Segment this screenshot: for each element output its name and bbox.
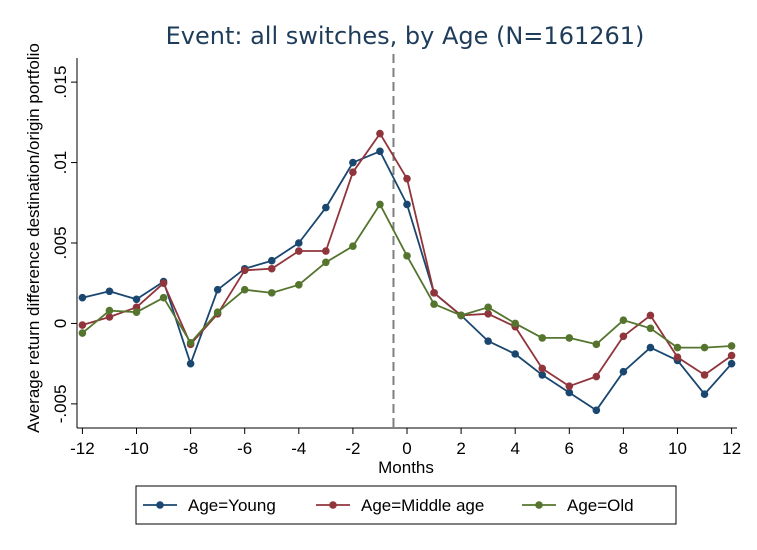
data-point <box>646 324 655 333</box>
legend-label: Age=Middle age <box>361 496 484 515</box>
data-point <box>538 364 547 373</box>
x-tick-label: -4 <box>291 439 306 458</box>
data-point <box>132 308 141 316</box>
data-point <box>213 285 222 294</box>
legend-label: Age=Old <box>567 496 634 515</box>
data-point <box>538 371 547 379</box>
data-point <box>538 334 547 342</box>
data-point <box>619 367 628 376</box>
y-axis-label: Average return difference destination/or… <box>24 43 43 433</box>
x-tick-label: 6 <box>565 439 574 458</box>
data-point <box>240 285 249 294</box>
data-point <box>565 388 574 397</box>
data-point <box>592 372 601 381</box>
data-point <box>727 351 736 360</box>
x-tick-label: 12 <box>722 439 741 458</box>
x-tick-label: 4 <box>510 439 519 458</box>
data-point <box>349 168 357 177</box>
legend-swatch-marker <box>156 501 164 509</box>
x-tick-label: -2 <box>345 439 360 458</box>
data-point <box>484 309 492 318</box>
data-point <box>267 264 276 273</box>
data-point <box>403 174 411 183</box>
y-tick-label: .005 <box>51 226 70 259</box>
data-point <box>511 350 519 358</box>
data-point <box>484 303 492 312</box>
data-point <box>619 316 628 325</box>
data-point <box>511 319 519 328</box>
x-tick-label: 2 <box>456 439 465 458</box>
data-point <box>565 334 574 342</box>
x-tick-label: 8 <box>619 439 628 458</box>
x-tick-label: 10 <box>668 439 687 458</box>
data-point <box>295 281 303 289</box>
data-point <box>727 342 736 350</box>
data-point <box>727 359 736 368</box>
y-tick-label: .015 <box>51 66 70 99</box>
data-point <box>700 390 709 399</box>
x-tick-label: -12 <box>70 439 95 458</box>
x-axis-label: Months <box>378 458 434 477</box>
legend: Age=Young Age=Middle age Age=Old <box>135 485 677 525</box>
legend-box <box>135 485 677 525</box>
data-point <box>186 359 195 368</box>
data-point <box>376 147 384 156</box>
data-point <box>376 129 384 138</box>
x-tick-label: -6 <box>237 439 252 458</box>
data-point <box>403 252 411 260</box>
data-point <box>295 247 303 255</box>
data-point <box>159 279 168 288</box>
x-tick-label: -10 <box>124 439 149 458</box>
legend-swatch-marker <box>329 501 337 509</box>
y-tick-label: 0 <box>51 319 70 328</box>
data-point <box>619 332 628 341</box>
data-point <box>78 293 87 302</box>
data-point <box>349 158 357 167</box>
data-point <box>78 329 87 337</box>
data-point <box>646 343 655 352</box>
data-point <box>186 338 195 347</box>
data-point <box>240 266 249 275</box>
data-point <box>592 406 601 415</box>
data-point <box>159 293 168 302</box>
data-point <box>430 289 438 297</box>
data-point <box>430 300 438 308</box>
y-tick-label: -.005 <box>51 384 70 423</box>
data-point <box>132 295 141 304</box>
data-point <box>565 382 574 390</box>
data-point <box>592 340 601 349</box>
data-point <box>457 311 465 320</box>
data-point <box>213 308 222 316</box>
chart-title: Event: all switches, by Age (N=161261) <box>166 22 645 50</box>
data-point <box>376 200 384 209</box>
data-point <box>322 247 330 255</box>
data-point <box>700 371 709 379</box>
data-point <box>700 343 709 352</box>
data-point <box>105 306 114 315</box>
data-point <box>78 321 87 329</box>
data-point <box>105 313 114 321</box>
legend-label: Age=Young <box>188 496 276 515</box>
data-point <box>403 200 411 209</box>
data-point <box>322 203 330 212</box>
data-point <box>646 311 655 320</box>
data-point <box>105 287 114 296</box>
data-point <box>673 343 682 352</box>
legend-swatch-marker <box>535 501 543 509</box>
data-point <box>267 289 276 297</box>
data-point <box>267 256 276 265</box>
plot-area: -12 -10 -8 -6 -4 -2 0 2 4 6 8 10 12 -.005 0 .005 .01 .015 <box>51 54 741 458</box>
y-tick-label: .01 <box>51 151 70 175</box>
data-point <box>295 239 303 247</box>
x-tick-label: 0 <box>402 439 411 458</box>
data-point <box>349 242 357 251</box>
data-point <box>484 337 492 345</box>
data-point <box>673 353 682 362</box>
x-tick-label: -8 <box>183 439 198 458</box>
data-point <box>322 258 330 267</box>
